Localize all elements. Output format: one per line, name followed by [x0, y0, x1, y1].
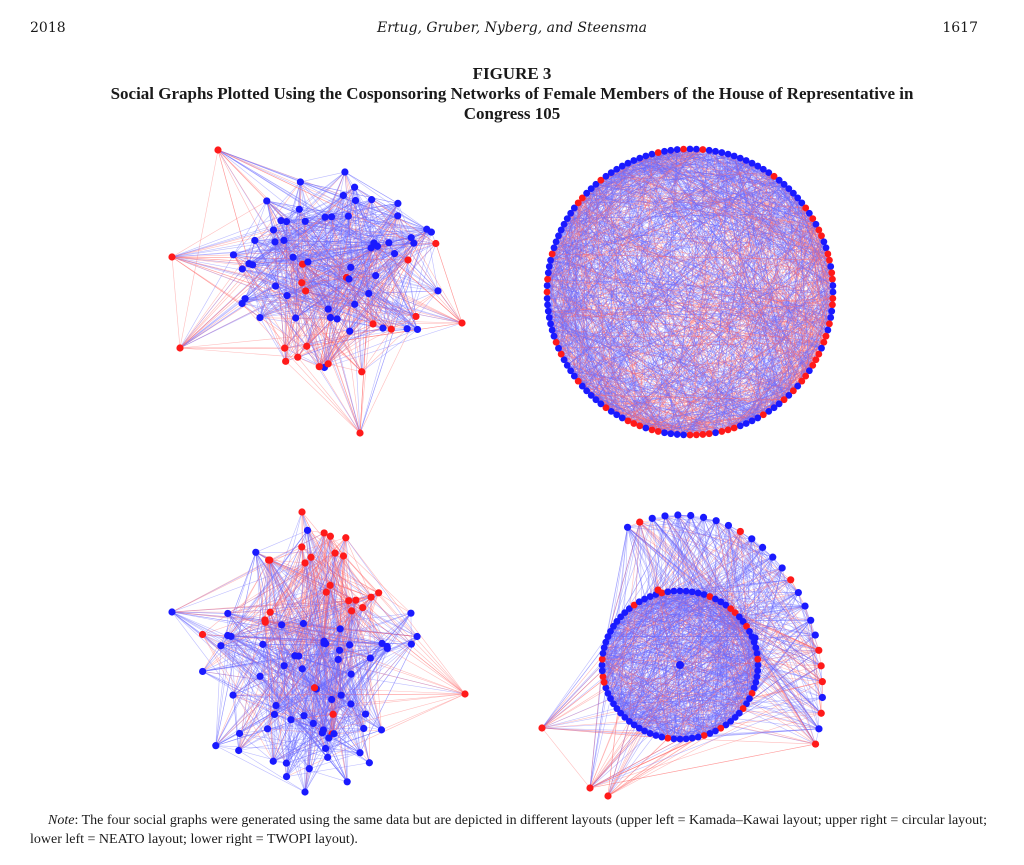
note-label: Note — [48, 813, 75, 828]
graph-circular — [530, 140, 850, 450]
figure-number: FIGURE 3 — [472, 64, 552, 83]
note-text: : The four social graphs were generated … — [30, 813, 987, 847]
graph-kamada-kawai — [160, 140, 480, 450]
network-graph-upper-right — [543, 145, 837, 439]
figure-caption-title: Social Graphs Plotted Using the Cosponso… — [110, 84, 914, 123]
network-graph-lower-left — [168, 508, 469, 796]
page-number: 1617 — [942, 20, 978, 36]
author-line: Ertug, Gruber, Nyberg, and Steensma — [377, 20, 647, 36]
graph-neato — [160, 500, 480, 805]
figure-note: Note: The four social graphs were genera… — [30, 811, 990, 849]
running-head: 2018 Ertug, Gruber, Nyberg, and Steensma… — [0, 20, 1024, 40]
journal-year: 2018 — [30, 20, 66, 36]
figure-title: FIGURE 3 Social Graphs Plotted Using the… — [0, 64, 1024, 124]
network-graph-lower-right — [538, 511, 826, 800]
network-graph-upper-left — [168, 146, 466, 437]
graph-twopi — [530, 500, 850, 805]
